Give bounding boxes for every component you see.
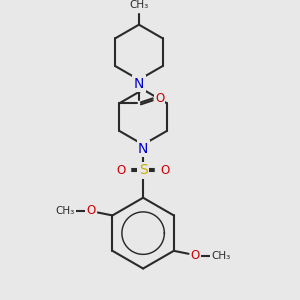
Text: O: O bbox=[86, 204, 95, 217]
Text: O: O bbox=[155, 92, 164, 105]
Text: N: N bbox=[138, 142, 148, 156]
Text: CH₃: CH₃ bbox=[56, 206, 75, 215]
Text: O: O bbox=[160, 164, 170, 177]
Text: CH₃: CH₃ bbox=[129, 0, 148, 10]
Text: CH₃: CH₃ bbox=[211, 251, 231, 261]
Text: N: N bbox=[134, 77, 144, 91]
Text: O: O bbox=[117, 164, 126, 177]
Text: O: O bbox=[191, 249, 200, 262]
Text: S: S bbox=[139, 163, 148, 177]
